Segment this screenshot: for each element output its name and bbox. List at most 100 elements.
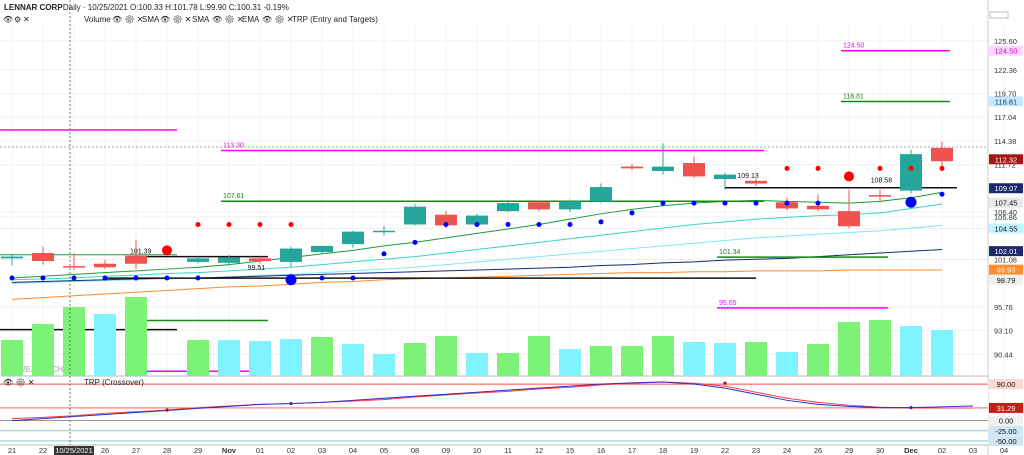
candle-body[interactable] (125, 255, 147, 264)
y-tick-label: 117.04 (994, 113, 1016, 122)
trp-target-dot (844, 171, 854, 182)
volume-bar (590, 346, 612, 376)
candle-body[interactable] (590, 187, 612, 202)
chart-header: LENNAR CORP · Daily · 10/25/2021 O:100.3… (3, 3, 378, 24)
x-tick-label: 04 (349, 446, 357, 455)
y-tick-label: 105.86 (994, 213, 1017, 222)
price-tag-bg (989, 223, 1023, 234)
volume-bar (869, 320, 891, 376)
price-tag-bg (989, 154, 1023, 165)
study-volume[interactable]: 👁 ⚙ ✕ (3, 15, 30, 24)
level-label: 118.81 (843, 93, 864, 100)
study-ema-label[interactable]: EMA (242, 15, 260, 24)
price-tag-bg (989, 197, 1023, 208)
trp-target-dot (257, 222, 263, 228)
candle-body[interactable] (807, 205, 829, 210)
volume-bar (373, 354, 395, 376)
trp-entry-dot (660, 200, 666, 206)
candle-body[interactable] (931, 147, 953, 162)
study-volume-label[interactable]: Volume (84, 15, 111, 24)
candle-body[interactable] (1, 256, 23, 259)
candle-body[interactable] (838, 211, 860, 227)
candle-body[interactable] (94, 263, 116, 268)
pane-toggle[interactable] (989, 11, 1009, 19)
x-tick-label: 02 (287, 446, 295, 455)
eye-icon[interactable]: 👁 ⚙ ✕ (112, 15, 143, 24)
trp-levels: 113.30 107.61 124.50 118.81 101.34 95.65 101.3… (128, 43, 950, 372)
eye-icon[interactable]: 👁 ⚙ ✕ (160, 15, 191, 24)
candle-body[interactable] (32, 253, 54, 262)
settings-icon[interactable]: ⚙ (14, 15, 21, 24)
volume-bar (32, 324, 54, 376)
candle-body[interactable] (218, 257, 240, 263)
trp-entry-dot (164, 275, 170, 281)
x-tick-label: 03 (969, 446, 977, 455)
study-trp-label[interactable]: TRP (Entry and Targets) (292, 15, 378, 24)
candle-body[interactable] (342, 231, 364, 245)
candle-body[interactable] (745, 180, 767, 184)
volume-bar (900, 326, 922, 376)
osc-tag-bg (989, 379, 1023, 390)
x-tick-label: 03 (318, 446, 326, 455)
x-tick-label: 09 (442, 446, 450, 455)
x-tick-label: 21 (8, 446, 16, 455)
candle-body[interactable] (249, 258, 271, 262)
candle-body[interactable] (404, 206, 426, 225)
candles[interactable] (1, 141, 953, 270)
volume-bar (63, 307, 85, 376)
inline-price-label: 108.58 (871, 178, 893, 185)
x-tick-label: 29 (194, 446, 202, 455)
candle-body[interactable] (714, 174, 736, 180)
eye-icon[interactable]: 👁 (3, 15, 13, 24)
volume-bar (249, 341, 271, 376)
candle-body[interactable] (652, 166, 674, 172)
candle-body[interactable] (528, 202, 550, 210)
candle-body[interactable] (466, 215, 488, 225)
y-tick-label: 95.76 (994, 303, 1013, 312)
candle-body[interactable] (373, 230, 395, 233)
candle-body[interactable] (621, 166, 643, 169)
trp-entry-dot (598, 219, 604, 225)
eye-icon[interactable]: 👁 ⚙ ✕ (262, 15, 293, 24)
oscillator-header: 👁 ⚙ ✕ TRP (Crossover) (3, 378, 144, 387)
trp-target-dot (784, 165, 790, 171)
x-axis: 21 22 10/25/2021 26 27 28 29 Nov 01 02 03 04 05 08 09 1… (0, 444, 1008, 455)
volume-bar (342, 344, 364, 376)
price-tag-label: 109.07 (995, 184, 1018, 193)
candle-body[interactable] (559, 201, 581, 210)
volume-bar (125, 297, 147, 376)
study-sma-label[interactable]: SMA (142, 15, 160, 24)
volume-bar (466, 353, 488, 376)
osc-tick-label: 0.00 (999, 417, 1014, 426)
candle-body[interactable] (311, 245, 333, 253)
osc-bg (0, 380, 988, 445)
eye-icon[interactable]: 👁 ⚙ ✕ (212, 15, 243, 24)
trp-target-dot (288, 222, 294, 228)
candle-body[interactable] (280, 248, 302, 262)
candle-body[interactable] (900, 154, 922, 191)
price-tag-label: 107.45 (995, 199, 1018, 208)
price-tag-bg (989, 246, 1023, 257)
volume-bar (559, 349, 581, 376)
sma-line-short (11, 203, 943, 281)
candle-body[interactable] (869, 195, 891, 197)
close-icon[interactable]: ✕ (23, 15, 30, 24)
volume-bar (280, 339, 302, 376)
osc-tick-label: 31.29 (997, 404, 1016, 413)
candle-body[interactable] (683, 163, 705, 177)
trp-entry-dot (505, 222, 511, 228)
y-tick-label: 101.08 (994, 255, 1017, 264)
candle-body[interactable] (435, 214, 457, 226)
eye-icon[interactable]: 👁 ⚙ ✕ (3, 378, 34, 387)
candle-body[interactable] (497, 203, 519, 212)
x-tick-label: 12 (535, 446, 543, 455)
osc-tag-bg (989, 402, 1023, 413)
price-tags: 124.50 118.81 112.32 109.07 107.45 104.55 102.… (989, 45, 1023, 285)
volume-bar (931, 330, 953, 376)
candle-body[interactable] (63, 266, 85, 268)
study-sma2-label[interactable]: SMA (192, 15, 210, 24)
trp-entry-dot (536, 222, 542, 228)
volume-bar (497, 353, 519, 376)
candle-body[interactable] (187, 258, 209, 262)
